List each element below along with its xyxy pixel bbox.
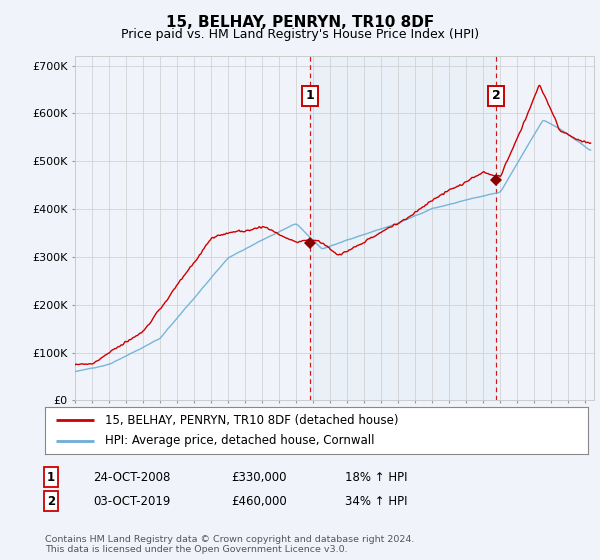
Text: 34% ↑ HPI: 34% ↑ HPI xyxy=(345,494,407,508)
Text: Contains HM Land Registry data © Crown copyright and database right 2024.
This d: Contains HM Land Registry data © Crown c… xyxy=(45,535,415,554)
Text: Price paid vs. HM Land Registry's House Price Index (HPI): Price paid vs. HM Land Registry's House … xyxy=(121,28,479,41)
Text: 18% ↑ HPI: 18% ↑ HPI xyxy=(345,470,407,484)
Text: 2: 2 xyxy=(47,494,55,508)
Text: HPI: Average price, detached house, Cornwall: HPI: Average price, detached house, Corn… xyxy=(105,434,374,447)
Bar xyxy=(310,56,496,400)
Text: 15, BELHAY, PENRYN, TR10 8DF: 15, BELHAY, PENRYN, TR10 8DF xyxy=(166,15,434,30)
Text: £330,000: £330,000 xyxy=(231,470,287,484)
Text: 2: 2 xyxy=(492,89,500,102)
Text: £460,000: £460,000 xyxy=(231,494,287,508)
Text: 1: 1 xyxy=(47,470,55,484)
Text: 03-OCT-2019: 03-OCT-2019 xyxy=(93,494,170,508)
Text: 15, BELHAY, PENRYN, TR10 8DF (detached house): 15, BELHAY, PENRYN, TR10 8DF (detached h… xyxy=(105,414,398,427)
Text: 24-OCT-2008: 24-OCT-2008 xyxy=(93,470,170,484)
Text: 1: 1 xyxy=(305,89,314,102)
